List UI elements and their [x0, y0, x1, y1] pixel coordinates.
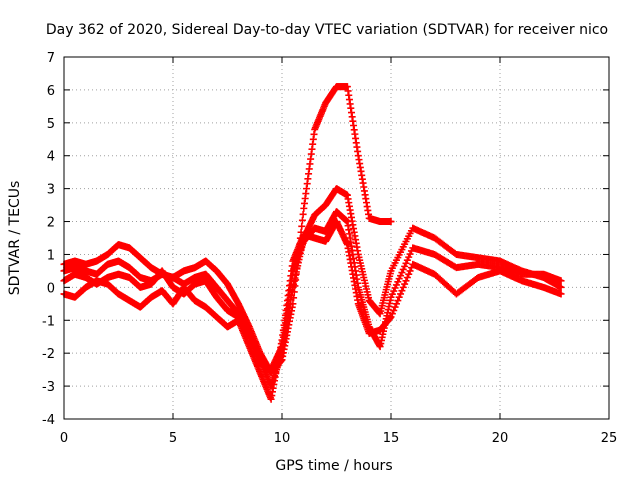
data-point: [395, 293, 403, 301]
data-point: [392, 300, 400, 308]
y-tick-label: 3: [47, 183, 55, 198]
x-axis-label: GPS time / hours: [275, 458, 392, 474]
data-point: [401, 280, 409, 288]
y-tick-label: 0: [47, 281, 55, 296]
data-point: [403, 273, 411, 281]
y-tick-label: 6: [47, 84, 55, 99]
data-point: [405, 270, 413, 278]
data-point: [394, 297, 402, 305]
data-point: [399, 283, 407, 291]
data-point: [402, 277, 410, 285]
y-tick-label: 1: [47, 248, 55, 263]
x-tick-label: 15: [383, 431, 400, 446]
x-tick-label: 0: [60, 431, 68, 446]
axis-ticks: 0 5 10 15 20 25 -4 -3 -2 -1 0 1 2 3 4 5 6 7: [42, 51, 617, 446]
x-tick-label: 10: [274, 431, 291, 446]
data-points: [60, 83, 565, 403]
series-track-1: [60, 83, 395, 377]
data-point: [406, 267, 414, 275]
y-axis-label: SDTVAR / TECUs: [7, 181, 23, 296]
data-point: [557, 290, 565, 298]
data-point: [299, 210, 307, 218]
x-tick-label: 5: [169, 431, 177, 446]
chart-title: Day 362 of 2020, Sidereal Day-to-day VTE…: [46, 22, 608, 38]
y-tick-label: -3: [42, 380, 55, 395]
x-tick-label: 20: [492, 431, 509, 446]
plot-frame: [63, 56, 610, 420]
data-point: [387, 218, 395, 226]
y-tick-label: 4: [47, 150, 55, 165]
data-point: [398, 287, 406, 295]
data-point: [557, 277, 565, 285]
series-track-3: [60, 208, 565, 374]
data-point: [298, 216, 306, 224]
y-tick-label: 7: [47, 51, 55, 66]
data-point: [390, 306, 398, 314]
series-track-4: [60, 218, 565, 403]
data-point: [397, 290, 405, 298]
y-tick-label: -2: [42, 347, 55, 362]
data-point: [391, 303, 399, 311]
grid: [64, 57, 609, 419]
data-point: [298, 222, 306, 230]
x-tick-label: 25: [601, 431, 618, 446]
y-tick-label: -4: [42, 413, 55, 428]
data-point: [387, 313, 395, 321]
y-tick-label: -1: [42, 314, 55, 329]
data-point: [557, 283, 565, 291]
y-tick-label: 2: [47, 216, 55, 231]
data-point: [388, 310, 396, 318]
y-tick-label: 5: [47, 117, 55, 132]
